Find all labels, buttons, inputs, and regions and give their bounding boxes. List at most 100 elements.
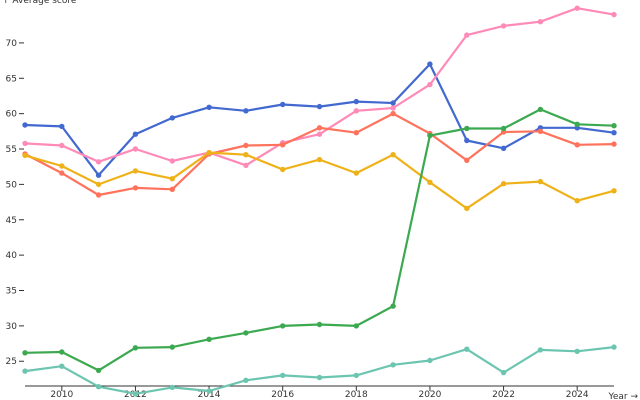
- data-point: [537, 178, 544, 185]
- data-point: [95, 159, 102, 165]
- data-point: [59, 123, 65, 130]
- data-point: [95, 192, 102, 198]
- data-point: [316, 125, 323, 131]
- data-point: [169, 158, 175, 164]
- chart-plot-area: [22, 5, 617, 397]
- data-point: [169, 176, 175, 182]
- data-point: [243, 377, 249, 383]
- data-point: [243, 152, 249, 158]
- data-point: [353, 108, 359, 114]
- data-point: [22, 350, 28, 356]
- data-point: [427, 81, 433, 88]
- data-point: [132, 168, 139, 174]
- data-point: [169, 384, 175, 391]
- x-axis-title: Year →: [608, 392, 639, 400]
- data-point: [390, 110, 396, 117]
- data-point: [611, 344, 617, 350]
- data-point: [500, 23, 507, 29]
- y-tick-label: 55: [6, 145, 17, 155]
- series-6: [22, 344, 617, 397]
- data-point: [611, 130, 617, 136]
- data-point: [316, 374, 323, 381]
- data-point: [353, 130, 359, 136]
- data-point: [464, 125, 470, 132]
- data-point: [22, 122, 28, 128]
- data-point: [574, 121, 580, 128]
- data-point: [59, 163, 65, 169]
- data-point: [59, 363, 65, 369]
- data-point: [427, 132, 433, 139]
- data-point: [206, 104, 212, 111]
- data-point: [427, 357, 433, 364]
- series-4: [22, 149, 617, 212]
- data-point: [132, 185, 139, 191]
- x-tick-label: 2016: [271, 390, 294, 400]
- data-point: [59, 349, 65, 355]
- series-line: [23, 108, 616, 372]
- data-point: [464, 137, 470, 144]
- data-point: [537, 128, 544, 134]
- data-point: [427, 61, 433, 67]
- data-point: [243, 108, 249, 114]
- x-tick-label: 2020: [418, 390, 441, 400]
- data-point: [280, 166, 286, 173]
- data-point: [206, 388, 212, 394]
- x-tick-label: 2018: [345, 390, 368, 400]
- data-point: [537, 347, 544, 353]
- data-point: [500, 181, 507, 187]
- data-point: [95, 172, 102, 178]
- data-point: [353, 372, 359, 379]
- y-tick-label: 60: [6, 110, 18, 120]
- y-tick-label: 45: [6, 216, 17, 226]
- y-tick-label: 40: [6, 251, 18, 261]
- data-point: [574, 142, 580, 148]
- data-point: [537, 106, 544, 113]
- data-point: [464, 205, 470, 212]
- data-point: [464, 32, 470, 38]
- data-point: [316, 103, 323, 110]
- data-point: [353, 170, 359, 176]
- data-point: [390, 152, 396, 158]
- data-point: [132, 131, 139, 137]
- y-tick-label: 25: [6, 357, 17, 367]
- data-point: [390, 100, 396, 106]
- data-point: [500, 145, 507, 151]
- data-point: [95, 367, 102, 374]
- data-point: [464, 346, 470, 352]
- data-point: [390, 362, 396, 368]
- data-point: [132, 146, 139, 152]
- data-point: [132, 345, 139, 351]
- data-point: [316, 156, 323, 163]
- y-tick-label: 70: [6, 39, 18, 49]
- data-point: [280, 372, 286, 379]
- data-point: [316, 131, 323, 137]
- x-tick-label: 2022: [492, 390, 515, 400]
- data-point: [500, 369, 507, 376]
- data-point: [574, 348, 580, 354]
- series-5: [22, 106, 617, 374]
- data-point: [280, 101, 286, 108]
- data-point: [206, 336, 212, 342]
- data-point: [611, 188, 617, 194]
- data-point: [574, 5, 580, 11]
- x-tick-label: 2024: [566, 390, 589, 400]
- data-point: [427, 179, 433, 185]
- data-point: [574, 198, 580, 204]
- data-point: [22, 368, 28, 374]
- y-axis-title: ↑ Average score: [2, 0, 77, 6]
- data-point: [611, 141, 617, 147]
- data-point: [611, 11, 617, 18]
- data-point: [390, 303, 396, 309]
- data-point: [206, 149, 212, 156]
- data-point: [59, 142, 65, 149]
- data-point: [280, 323, 286, 329]
- data-point: [22, 152, 28, 159]
- data-point: [353, 323, 359, 329]
- series-3: [22, 110, 617, 198]
- data-point: [280, 142, 286, 148]
- x-tick-label: 2010: [50, 390, 73, 400]
- data-point: [169, 344, 175, 350]
- data-point: [243, 142, 249, 149]
